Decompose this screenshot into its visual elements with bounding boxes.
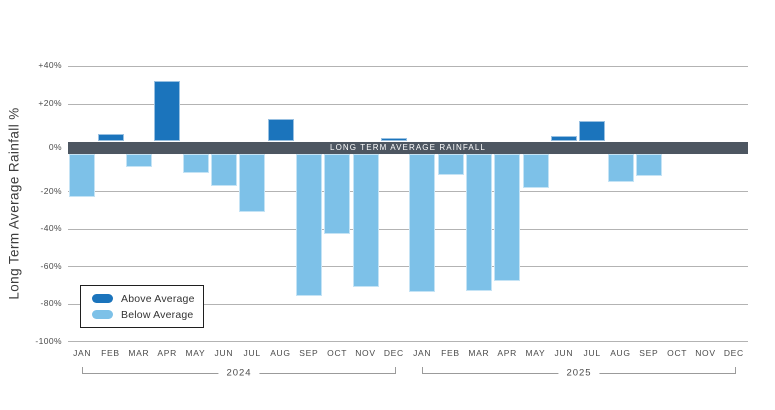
bar-feb-2025 bbox=[437, 154, 464, 175]
bar-mar-2025 bbox=[465, 154, 492, 291]
x-tick-label: JAN bbox=[73, 348, 92, 358]
bar-apr-2025 bbox=[494, 154, 521, 282]
x-tick-label: JUL bbox=[243, 348, 261, 358]
y-tick-label: -40% bbox=[40, 223, 62, 234]
x-tick-label: MAR bbox=[468, 348, 490, 358]
bar-jan-2025 bbox=[409, 154, 436, 293]
bar-apr-2024 bbox=[154, 80, 181, 142]
below-average-swatch-icon bbox=[92, 310, 113, 319]
legend: Above Average Below Average bbox=[80, 285, 204, 328]
x-tick-label: JUN bbox=[214, 348, 234, 358]
bar-jul-2025 bbox=[579, 120, 606, 142]
x-tick-label: NOV bbox=[695, 348, 716, 358]
gridline-20 bbox=[68, 103, 748, 105]
bar-jun-2024 bbox=[210, 154, 237, 186]
x-tick-label: NOV bbox=[355, 348, 376, 358]
x-tick-label: FEB bbox=[441, 348, 460, 358]
x-tick-label: APR bbox=[157, 348, 177, 358]
x-tick-label: JUN bbox=[554, 348, 574, 358]
gridline-40 bbox=[68, 65, 748, 67]
gridline--60 bbox=[68, 266, 748, 268]
y-tick-label: +20% bbox=[38, 98, 62, 108]
bar-dec-2024 bbox=[380, 137, 407, 142]
x-tick-label: AUG bbox=[610, 348, 631, 358]
year-bracket-2025: 2025 bbox=[422, 367, 736, 379]
zero-band: LONG TERM AVERAGE RAINFALL bbox=[68, 141, 748, 154]
x-tick-label: MAY bbox=[185, 348, 206, 358]
bar-aug-2024 bbox=[267, 118, 294, 142]
year-label-2024: 2024 bbox=[218, 367, 260, 379]
x-tick-label: APR bbox=[497, 348, 517, 358]
x-tick-label: OCT bbox=[327, 348, 348, 358]
bar-jun-2025 bbox=[550, 135, 577, 142]
legend-label-below: Below Average bbox=[121, 308, 194, 321]
y-tick-label: -60% bbox=[40, 260, 62, 271]
y-tick-label: +40% bbox=[38, 60, 62, 70]
y-axis-title: Long Term Average Rainfall % bbox=[6, 107, 22, 300]
year-bracket-2024: 2024 bbox=[82, 367, 396, 379]
x-tick-label: OCT bbox=[667, 348, 688, 358]
x-tick-label: MAR bbox=[128, 348, 150, 358]
bar-jan-2024 bbox=[69, 154, 96, 197]
gridline--80 bbox=[68, 303, 748, 305]
bar-may-2024 bbox=[182, 154, 209, 173]
y-tick-label: -80% bbox=[40, 298, 62, 309]
year-label-2025: 2025 bbox=[558, 367, 600, 379]
bar-feb-2024 bbox=[97, 133, 124, 142]
x-tick-label: MAY bbox=[525, 348, 546, 358]
bar-oct-2024 bbox=[324, 154, 351, 235]
x-tick-label: SEP bbox=[639, 348, 659, 358]
legend-item-below: Below Average bbox=[92, 309, 203, 321]
above-average-swatch-icon bbox=[92, 294, 113, 303]
y-tick-label: 0% bbox=[48, 142, 62, 153]
bar-sep-2025 bbox=[635, 154, 662, 177]
x-tick-label: AUG bbox=[270, 348, 291, 358]
bar-mar-2024 bbox=[125, 154, 152, 168]
gridline--40 bbox=[68, 228, 748, 230]
bar-nov-2024 bbox=[352, 154, 379, 287]
x-tick-label: DEC bbox=[723, 348, 744, 358]
bar-jul-2024 bbox=[239, 154, 266, 212]
x-tick-label: FEB bbox=[101, 348, 120, 358]
x-tick-label: JUL bbox=[583, 348, 601, 358]
bar-sep-2024 bbox=[295, 154, 322, 297]
y-tick-label: -20% bbox=[40, 185, 62, 196]
y-tick-label: -100% bbox=[35, 335, 62, 346]
zero-band-label: LONG TERM AVERAGE RAINFALL bbox=[330, 143, 486, 153]
bar-aug-2025 bbox=[607, 154, 634, 183]
x-tick-label: DEC bbox=[383, 348, 404, 358]
x-tick-label: JAN bbox=[413, 348, 432, 358]
x-tick-label: SEP bbox=[299, 348, 319, 358]
legend-label-above: Above Average bbox=[121, 292, 195, 305]
legend-item-above: Above Average bbox=[92, 293, 203, 305]
gridline--20 bbox=[68, 191, 748, 193]
gridline--100 bbox=[68, 341, 748, 342]
bar-may-2025 bbox=[522, 154, 549, 188]
